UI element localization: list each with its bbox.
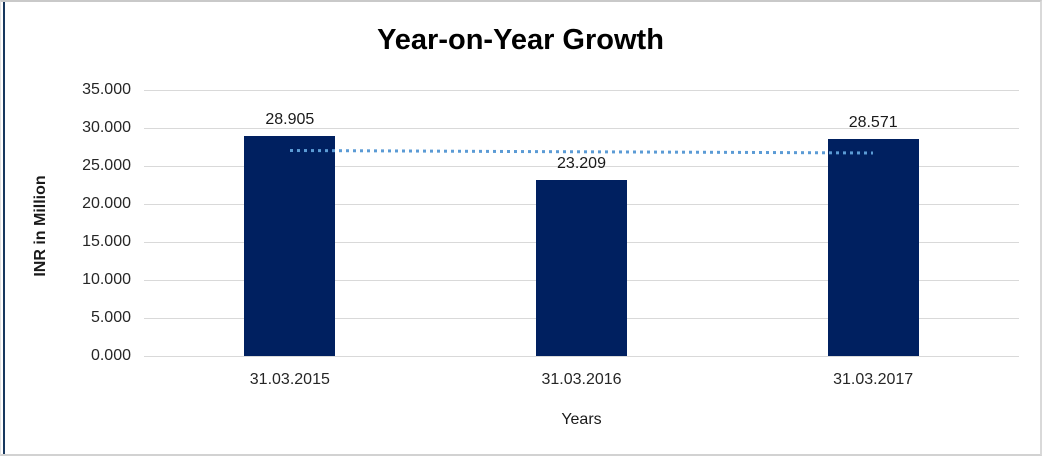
data-label: 28.905 xyxy=(265,111,315,129)
chart-title: Year-on-Year Growth xyxy=(377,24,664,56)
y-tick-label: 20.000 xyxy=(82,195,131,212)
y-tick-label: 25.000 xyxy=(82,157,131,174)
plot-area: 28.905 31.03.2015 23.209 31.03.2016 28.571 31… xyxy=(144,90,1019,388)
gridline xyxy=(144,356,1019,357)
data-label: 23.209 xyxy=(557,154,606,172)
bar-31.03.2016 xyxy=(536,179,627,356)
bar-31.03.2015 xyxy=(244,136,336,356)
y-tick-label: 15.000 xyxy=(82,233,131,250)
left-border-rule xyxy=(3,2,5,454)
y-tick-label: 5.000 xyxy=(90,309,131,326)
x-category-label: 31.03.2015 xyxy=(249,371,330,388)
y-axis-title: INR in Million xyxy=(32,175,49,277)
bar-31.03.2017 xyxy=(827,138,919,356)
y-tick-label: 35.000 xyxy=(82,81,131,98)
x-axis-title: Years xyxy=(561,411,602,428)
x-category-label: 31.03.2017 xyxy=(833,371,914,388)
y-tick-label: 10.000 xyxy=(82,271,131,288)
y-tick-label: 0.000 xyxy=(90,347,131,364)
y-tick-label: 30.000 xyxy=(82,119,131,136)
x-category-label: 31.03.2016 xyxy=(541,371,622,388)
gridline xyxy=(144,128,1019,129)
gridline xyxy=(144,90,1019,91)
gridline xyxy=(144,166,1019,167)
data-label: 28.571 xyxy=(848,113,898,131)
